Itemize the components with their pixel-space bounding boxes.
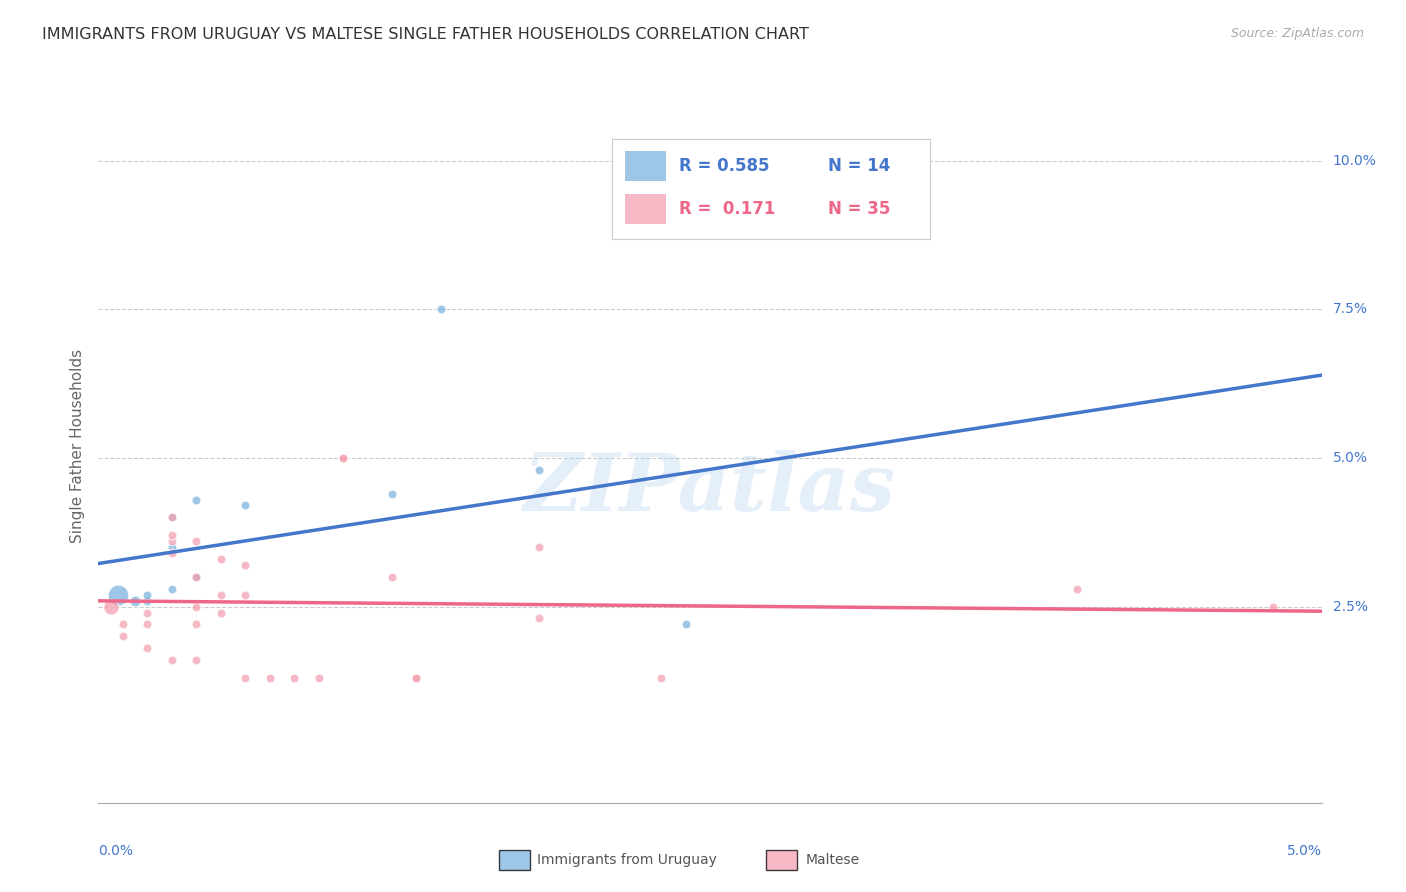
Text: R =  0.171: R = 0.171 <box>679 200 775 218</box>
Point <box>160 534 183 549</box>
Point <box>332 450 354 465</box>
Point <box>186 492 208 507</box>
Point <box>283 671 305 685</box>
Point <box>233 558 256 572</box>
Point <box>136 588 159 602</box>
Point <box>527 540 550 554</box>
Point <box>186 570 208 584</box>
Point <box>233 499 256 513</box>
Text: ZIPatlas: ZIPatlas <box>524 450 896 527</box>
Text: 7.5%: 7.5% <box>1333 302 1368 317</box>
Point <box>209 552 232 566</box>
Point <box>107 588 129 602</box>
Point <box>233 588 256 602</box>
Point <box>405 671 427 685</box>
Text: IMMIGRANTS FROM URUGUAY VS MALTESE SINGLE FATHER HOUSEHOLDS CORRELATION CHART: IMMIGRANTS FROM URUGUAY VS MALTESE SINGL… <box>42 27 808 42</box>
Point <box>381 570 404 584</box>
Point <box>160 653 183 667</box>
Point <box>136 606 159 620</box>
Point <box>527 463 550 477</box>
Point <box>430 302 453 317</box>
Point <box>186 570 208 584</box>
Point <box>160 510 183 524</box>
Point <box>527 611 550 625</box>
Point <box>209 606 232 620</box>
Point <box>186 617 208 632</box>
Point <box>136 617 159 632</box>
Point <box>405 671 427 685</box>
Point <box>160 582 183 596</box>
Point <box>124 593 146 607</box>
Text: Maltese: Maltese <box>806 853 859 867</box>
Text: N = 14: N = 14 <box>828 157 891 175</box>
Point <box>650 671 672 685</box>
Point <box>381 486 404 500</box>
Point <box>100 599 122 614</box>
Text: N = 35: N = 35 <box>828 200 891 218</box>
Point <box>160 528 183 542</box>
Point <box>160 540 183 554</box>
Point <box>186 653 208 667</box>
Point <box>259 671 281 685</box>
Text: 5.0%: 5.0% <box>1333 450 1368 465</box>
Text: 5.0%: 5.0% <box>1286 845 1322 858</box>
Point <box>186 534 208 549</box>
Point <box>160 510 183 524</box>
Point <box>1066 582 1088 596</box>
Point <box>136 593 159 607</box>
Text: 0.0%: 0.0% <box>98 845 134 858</box>
Point <box>136 641 159 656</box>
Point <box>308 671 330 685</box>
Text: 10.0%: 10.0% <box>1333 153 1376 168</box>
Text: Source: ZipAtlas.com: Source: ZipAtlas.com <box>1230 27 1364 40</box>
Point <box>160 546 183 560</box>
Text: 2.5%: 2.5% <box>1333 599 1368 614</box>
Point <box>675 617 697 632</box>
Text: R = 0.585: R = 0.585 <box>679 157 769 175</box>
Bar <box>624 194 666 224</box>
Text: Immigrants from Uruguay: Immigrants from Uruguay <box>537 853 717 867</box>
Point <box>186 599 208 614</box>
Point <box>111 617 134 632</box>
Point <box>111 629 134 643</box>
Point <box>233 671 256 685</box>
Point <box>209 588 232 602</box>
Point <box>1261 599 1284 614</box>
Point <box>332 450 354 465</box>
Bar <box>624 151 666 181</box>
Y-axis label: Single Father Households: Single Father Households <box>69 349 84 543</box>
